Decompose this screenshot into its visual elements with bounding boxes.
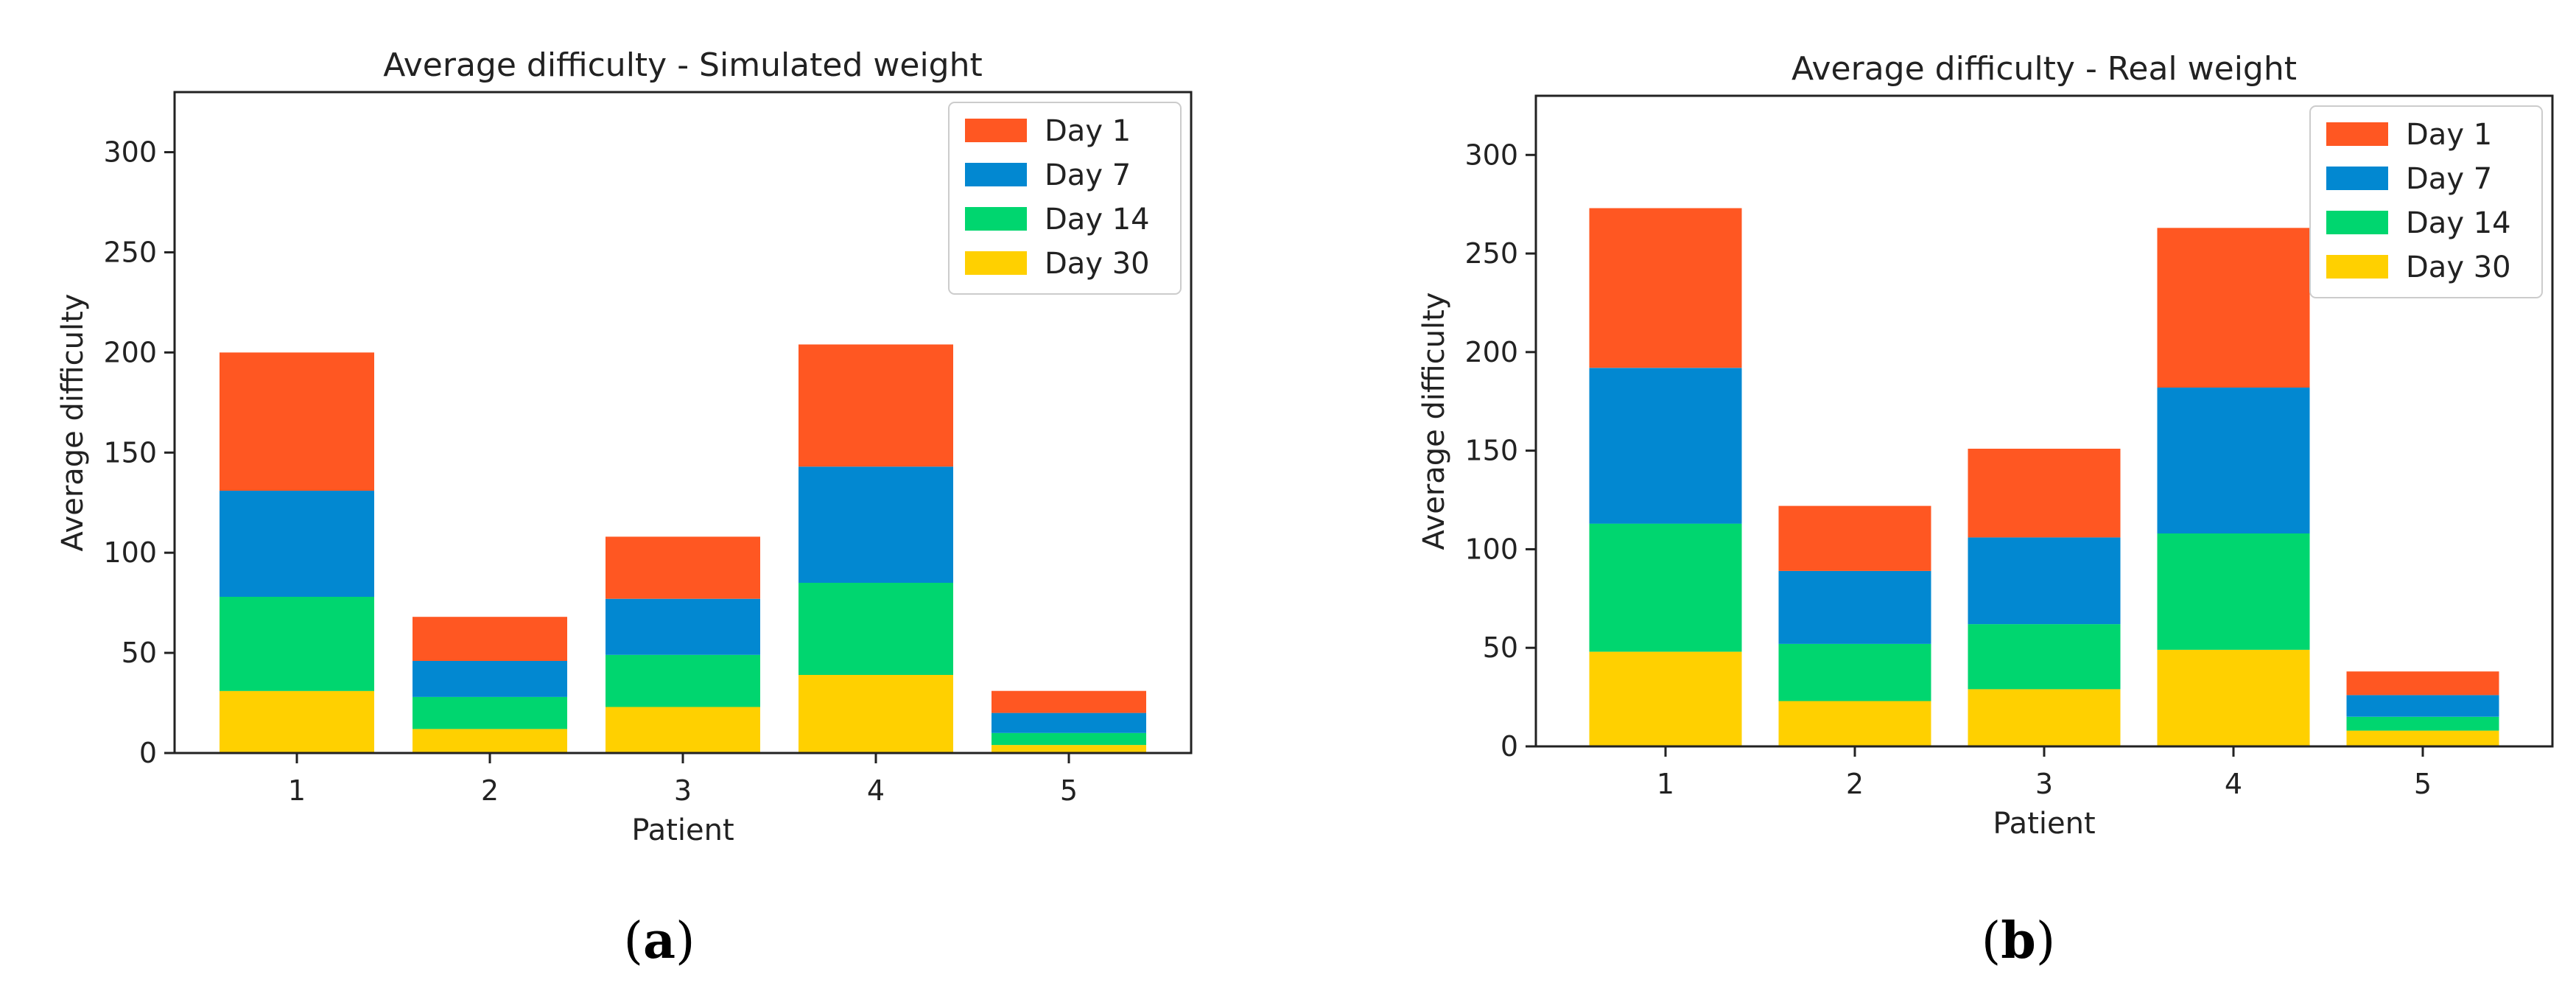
legend-swatch-day7 <box>2326 167 2388 190</box>
bar-segment-day1-patient-5 <box>2346 671 2499 696</box>
bar-segment-day14-patient-5 <box>992 732 1146 746</box>
bar-segment-day7-patient-4 <box>2157 388 2310 533</box>
legend-box <box>2309 105 2543 298</box>
caption-a: (a) <box>623 911 695 970</box>
bar-segment-day1-patient-1 <box>1589 208 1742 368</box>
bar-segment-day7-patient-1 <box>220 490 374 597</box>
legend-label-day1: Day 1 <box>1045 114 1131 148</box>
caption-b: (b) <box>1982 911 2056 970</box>
bar-segment-day7-patient-5 <box>992 712 1146 733</box>
legend: Day 1 Day 7 Day 14 Day 30 <box>2309 105 2543 298</box>
legend-swatch-day1 <box>2326 122 2388 146</box>
x-tick-label: 5 <box>1060 774 1078 807</box>
bar-segment-day7-patient-2 <box>1778 570 1931 644</box>
y-tick-label: 0 <box>139 737 157 769</box>
y-tick-label: 50 <box>1483 631 1518 664</box>
x-tick-label: 3 <box>674 774 692 807</box>
bar-segment-day30-patient-2 <box>413 729 567 753</box>
y-tick-label: 300 <box>103 136 157 169</box>
y-tick-label: 300 <box>1464 139 1518 171</box>
x-tick-label: 1 <box>288 774 306 807</box>
bar-segment-day14-patient-2 <box>413 696 567 729</box>
x-tick-label: 4 <box>867 774 885 807</box>
y-tick-label: 200 <box>1464 336 1518 368</box>
y-tick-label: 150 <box>103 436 157 469</box>
legend: Day 1 Day 7 Day 14 Day 30 <box>948 102 1182 295</box>
bar-segment-day30-patient-4 <box>2157 649 2310 746</box>
y-tick-label: 250 <box>1464 237 1518 270</box>
bar-segment-day30-patient-3 <box>606 707 760 753</box>
legend-box <box>948 102 1182 295</box>
bar-segment-day1-patient-1 <box>220 352 374 491</box>
bar-segment-day30-patient-2 <box>1778 701 1931 746</box>
bar-segment-day14-patient-4 <box>799 583 953 675</box>
bar-segment-day7-patient-3 <box>1968 537 2121 625</box>
legend-label-day7: Day 7 <box>1045 158 1131 192</box>
y-tick-label: 100 <box>103 536 157 569</box>
bar-segment-day30-patient-1 <box>1589 651 1742 746</box>
x-tick-label: 2 <box>1846 768 1864 800</box>
legend-label-day30: Day 30 <box>2406 251 2511 284</box>
bar-segment-day7-patient-2 <box>413 661 567 697</box>
bar-segment-day14-patient-5 <box>2346 716 2499 731</box>
bar-segment-day30-patient-5 <box>992 745 1146 753</box>
legend-swatch-day14 <box>965 207 1027 231</box>
bar-segment-day14-patient-2 <box>1778 643 1931 701</box>
legend-label-day14: Day 14 <box>2406 206 2511 240</box>
bar-segment-day1-patient-4 <box>799 344 953 467</box>
bar-segment-day1-patient-2 <box>413 617 567 661</box>
x-tick-label: 1 <box>1657 768 1674 800</box>
bar-segment-day7-patient-4 <box>799 466 953 583</box>
x-tick-label: 3 <box>2035 768 2053 800</box>
chart-simulated-weight: 0 50 100 150 200 250 300 1 2 3 4 5 Average difficult… <box>56 46 1193 847</box>
chart-real-weight: 0 50 100 150 200 250 300 1 2 3 4 5 Average difficult… <box>1417 50 2554 841</box>
y-tick-label: 250 <box>103 236 157 268</box>
bar-segment-day14-patient-3 <box>1968 624 2121 690</box>
bar-segment-day30-patient-3 <box>1968 689 2121 746</box>
y-tick-label: 150 <box>1464 435 1518 467</box>
legend-label-day7: Day 7 <box>2406 162 2492 196</box>
chart-title: Average difficulty - Simulated weight <box>383 46 982 84</box>
legend-swatch-day30 <box>965 251 1027 275</box>
y-axis-label: Average difficulty <box>56 294 90 552</box>
y-tick-label: 200 <box>103 336 157 368</box>
x-axis-label: Patient <box>1993 807 2095 841</box>
bar-segment-day7-patient-3 <box>606 598 760 655</box>
y-axis-label: Average difficulty <box>1417 293 1451 550</box>
x-tick-label: 2 <box>481 774 499 807</box>
bar-segment-day1-patient-3 <box>606 536 760 599</box>
x-axis-label: Patient <box>631 813 734 847</box>
bar-segment-day30-patient-1 <box>220 690 374 753</box>
legend-swatch-day7 <box>965 163 1027 186</box>
chart-title: Average difficulty - Real weight <box>1791 50 2297 88</box>
bar-segment-day1-patient-2 <box>1778 505 1931 571</box>
bar-segment-day14-patient-3 <box>606 654 760 707</box>
bar-segment-day1-patient-3 <box>1968 449 2121 538</box>
bar-segment-day1-patient-5 <box>992 690 1146 713</box>
bar-segment-day30-patient-4 <box>799 675 953 753</box>
bar-segment-day14-patient-1 <box>220 597 374 691</box>
x-tick-label: 4 <box>2225 768 2242 800</box>
legend-swatch-day30 <box>2326 255 2388 279</box>
legend-label-day30: Day 30 <box>1045 247 1150 281</box>
legend-swatch-day1 <box>965 119 1027 142</box>
bar-segment-day14-patient-4 <box>2157 533 2310 650</box>
legend-label-day1: Day 1 <box>2406 118 2492 152</box>
y-tick-label: 100 <box>1464 533 1518 565</box>
x-tick-label: 5 <box>2414 768 2432 800</box>
y-tick-label: 50 <box>122 637 157 669</box>
legend-swatch-day14 <box>2326 211 2388 234</box>
y-tick-label: 0 <box>1501 730 1518 763</box>
bar-segment-day7-patient-5 <box>2346 695 2499 717</box>
legend-label-day14: Day 14 <box>1045 203 1150 237</box>
bar-segment-day7-patient-1 <box>1589 368 1742 524</box>
bar-segment-day14-patient-1 <box>1589 523 1742 652</box>
bar-segment-day30-patient-5 <box>2346 730 2499 746</box>
bar-segment-day1-patient-4 <box>2157 228 2310 388</box>
